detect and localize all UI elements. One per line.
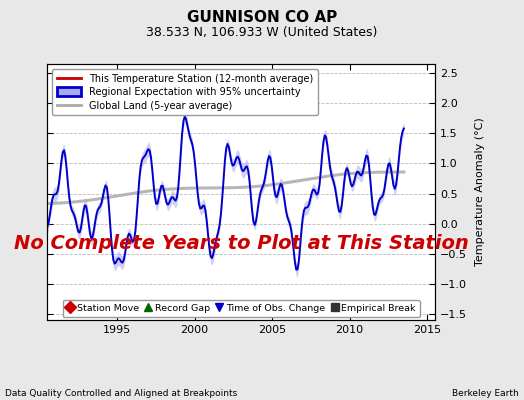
Text: GUNNISON CO AP: GUNNISON CO AP bbox=[187, 10, 337, 25]
Text: Berkeley Earth: Berkeley Earth bbox=[452, 389, 519, 398]
Text: No Complete Years to Plot at This Station: No Complete Years to Plot at This Statio… bbox=[14, 234, 468, 253]
Legend: Station Move, Record Gap, Time of Obs. Change, Empirical Break: Station Move, Record Gap, Time of Obs. C… bbox=[62, 300, 420, 316]
Text: Data Quality Controlled and Aligned at Breakpoints: Data Quality Controlled and Aligned at B… bbox=[5, 389, 237, 398]
Text: 38.533 N, 106.933 W (United States): 38.533 N, 106.933 W (United States) bbox=[146, 26, 378, 39]
Y-axis label: Temperature Anomaly (°C): Temperature Anomaly (°C) bbox=[475, 118, 485, 266]
